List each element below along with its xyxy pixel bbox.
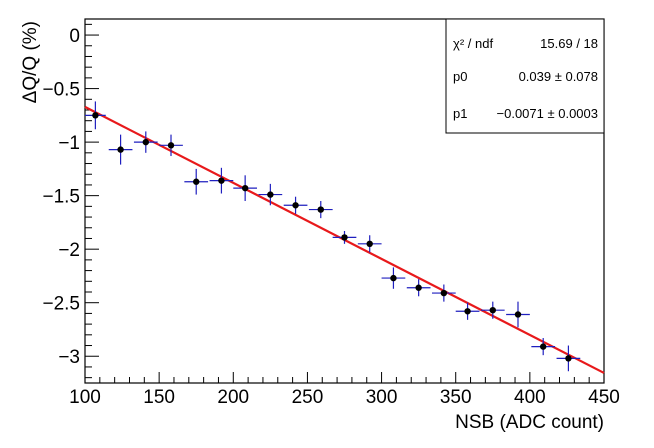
data-point — [142, 138, 149, 146]
data-point-group — [184, 168, 209, 195]
data-point — [440, 289, 448, 297]
data-point-group — [283, 196, 308, 214]
data-point — [117, 146, 124, 153]
data-point — [341, 234, 348, 241]
data-point-group — [209, 167, 234, 194]
x-tick-label: 150 — [143, 387, 175, 408]
data-point — [415, 284, 422, 291]
data-point-group — [85, 101, 106, 130]
data-point-group — [233, 175, 258, 201]
data-point — [193, 178, 200, 185]
data-point-group — [308, 201, 333, 219]
data-point-group — [431, 284, 456, 302]
stats-box-frame — [445, 18, 605, 134]
y-tick-label: −1 — [58, 133, 80, 154]
axis-ticks — [84, 23, 605, 383]
data-point — [218, 177, 225, 184]
data-point — [489, 307, 496, 314]
stats-p0-value: 0.039 ± 0.078 — [519, 69, 598, 84]
data-point — [390, 274, 397, 282]
x-tick-label: 250 — [292, 387, 324, 408]
x-tick-label: 300 — [366, 387, 398, 408]
data-point-group — [506, 301, 530, 328]
stats-box: χ² / ndf 15.69 / 18 p0 0.039 ± 0.078 p1 … — [445, 18, 605, 134]
data-point — [464, 308, 471, 315]
data-point-group — [406, 279, 431, 297]
data-point-group — [531, 338, 556, 356]
data-point-group — [108, 134, 133, 165]
data-point — [92, 112, 99, 119]
y-axis-title: ΔQ/Q (%) — [20, 21, 41, 103]
y-tick-label: −2 — [58, 240, 80, 261]
stats-chi2-label: χ² / ndf — [453, 36, 493, 51]
data-point — [167, 142, 175, 149]
x-axis-title: NSB (ADC count) — [455, 412, 604, 433]
stats-chi2-value: 15.69 / 18 — [540, 36, 598, 51]
data-points — [85, 101, 581, 372]
data-point — [565, 355, 572, 362]
data-point — [317, 206, 324, 213]
y-tick-label: 0 — [69, 26, 80, 47]
plot-frame — [84, 18, 605, 384]
stats-p1-label: p1 — [453, 106, 467, 121]
axis-tick-labels: 100 150 200 250 300 350 400 450 0 −0.5 −1 −1.5 −2 −2.… — [42, 26, 619, 408]
data-point — [241, 184, 249, 192]
data-point — [267, 191, 274, 198]
x-tick-label: 450 — [588, 387, 620, 408]
data-point-group — [133, 131, 158, 153]
data-point-group — [332, 230, 357, 244]
x-tick-label: 100 — [69, 387, 101, 408]
data-point-group — [556, 345, 581, 372]
x-tick-label: 350 — [440, 387, 472, 408]
y-tick-label: −0.5 — [42, 80, 80, 101]
stats-p0-label: p0 — [453, 69, 467, 84]
data-point-group — [258, 183, 283, 206]
stats-p1-value: −0.0071 ± 0.0003 — [497, 106, 598, 121]
x-tick-label: 200 — [217, 387, 249, 408]
x-tick-label: 400 — [514, 387, 546, 408]
data-point-group — [357, 235, 382, 253]
data-point-group — [381, 267, 406, 289]
data-point-group — [455, 302, 480, 320]
data-point — [540, 343, 547, 350]
y-tick-label: −3 — [58, 347, 80, 368]
data-point-group — [480, 301, 505, 319]
data-point — [514, 311, 522, 318]
y-tick-label: −2.5 — [42, 294, 80, 315]
data-point — [366, 240, 373, 248]
data-point — [292, 202, 299, 209]
data-point-group — [159, 134, 183, 157]
y-tick-label: −1.5 — [42, 187, 80, 208]
